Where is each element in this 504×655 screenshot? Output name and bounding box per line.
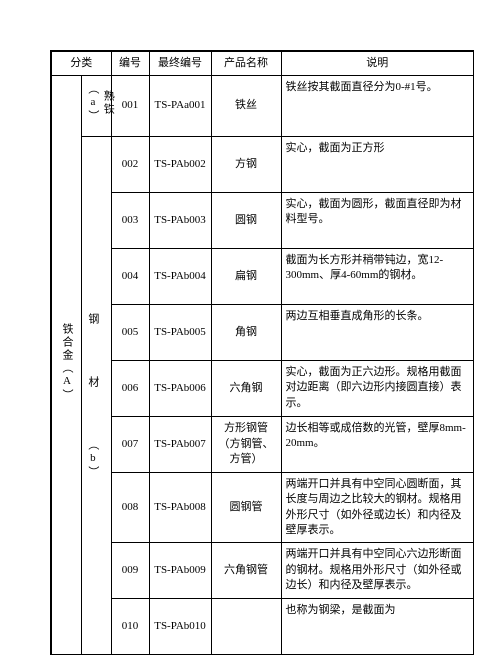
material-table: 分类 编号 最终编号 产品名称 说明 铁合金（A） 熟铁（a） 001 TS-P… bbox=[50, 50, 474, 655]
cell-desc: 两端开口并具有中空同心圆断面，其长度与周边之比较大的钢材。规格用外形尺寸（如外径… bbox=[281, 472, 474, 543]
header-desc: 说明 bbox=[281, 51, 474, 76]
cat2-steel-cell: 钢 材 （b） bbox=[81, 136, 111, 655]
cell-no: 004 bbox=[111, 248, 149, 304]
cell-name: 铁丝 bbox=[211, 76, 281, 136]
cell-name: 方形钢管（方钢管、方管） bbox=[211, 416, 281, 472]
cell-final: TS-PAb004 bbox=[149, 248, 211, 304]
header-category: 分类 bbox=[51, 51, 111, 76]
header-no: 编号 bbox=[111, 51, 149, 76]
cat2-steel1: 钢 bbox=[85, 313, 100, 326]
cell-final: TS-PAb005 bbox=[149, 304, 211, 360]
cell-desc: 边长相等或成倍数的光管，壁厚8mm-20mm。 bbox=[281, 416, 474, 472]
cell-no: 008 bbox=[111, 472, 149, 543]
cell-no: 006 bbox=[111, 360, 149, 416]
cell-desc: 实心，截面为圆形，截面直径即为材料型号。 bbox=[281, 192, 474, 248]
cell-desc: 也称为钢梁，是截面为 bbox=[281, 599, 474, 655]
cell-name: 方钢 bbox=[211, 136, 281, 192]
cell-final: TS-PAb002 bbox=[149, 136, 211, 192]
cell-no: 009 bbox=[111, 543, 149, 599]
cell-no: 001 bbox=[111, 76, 149, 136]
cell-no: 007 bbox=[111, 416, 149, 472]
cell-name: 六角钢管 bbox=[211, 543, 281, 599]
cat2-steel2: 材 bbox=[85, 376, 100, 389]
cell-final: TS-PAb006 bbox=[149, 360, 211, 416]
cat2-top-label: 熟铁（a） bbox=[85, 80, 116, 126]
cell-desc: 截面为长方形并稍带钝边，宽12-300mm、厚4-60mm的钢材。 bbox=[281, 248, 474, 304]
cell-desc: 两端开口并具有中空同心六边形断面的钢材。规格用外形尺寸（如外径或边长）和内径及壁… bbox=[281, 543, 474, 599]
cell-no: 003 bbox=[111, 192, 149, 248]
cell-final: TS-PAa001 bbox=[149, 76, 211, 136]
cat2-b: （b） bbox=[85, 439, 100, 479]
cell-name bbox=[211, 599, 281, 655]
cell-name: 圆钢管 bbox=[211, 472, 281, 543]
cat2-top-cell: 熟铁（a） bbox=[81, 76, 111, 136]
cell-name: 扁钢 bbox=[211, 248, 281, 304]
cell-desc: 实心，截面为正方形 bbox=[281, 136, 474, 192]
cell-no: 005 bbox=[111, 304, 149, 360]
cell-final: TS-PAb010 bbox=[149, 599, 211, 655]
cell-name: 六角钢 bbox=[211, 360, 281, 416]
cell-name: 圆钢 bbox=[211, 192, 281, 248]
cell-final: TS-PAb008 bbox=[149, 472, 211, 543]
cell-no: 002 bbox=[111, 136, 149, 192]
cell-final: TS-PAb007 bbox=[149, 416, 211, 472]
cell-final: TS-PAb009 bbox=[149, 543, 211, 599]
cell-no: 010 bbox=[111, 599, 149, 655]
cell-desc: 实心，截面为正六边形。规格用截面对边距离（即六边形内接圆直接）表示。 bbox=[281, 360, 474, 416]
cell-desc: 两边互相垂直成角形的长条。 bbox=[281, 304, 474, 360]
cat1-label: 铁合金（A） bbox=[59, 323, 74, 402]
cat1-cell: 铁合金（A） bbox=[51, 76, 81, 655]
header-finalno: 最终编号 bbox=[149, 51, 211, 76]
cell-desc: 铁丝按其截面直径分为0-#1号。 bbox=[281, 76, 474, 136]
cell-final: TS-PAb003 bbox=[149, 192, 211, 248]
cell-name: 角钢 bbox=[211, 304, 281, 360]
header-name: 产品名称 bbox=[211, 51, 281, 76]
